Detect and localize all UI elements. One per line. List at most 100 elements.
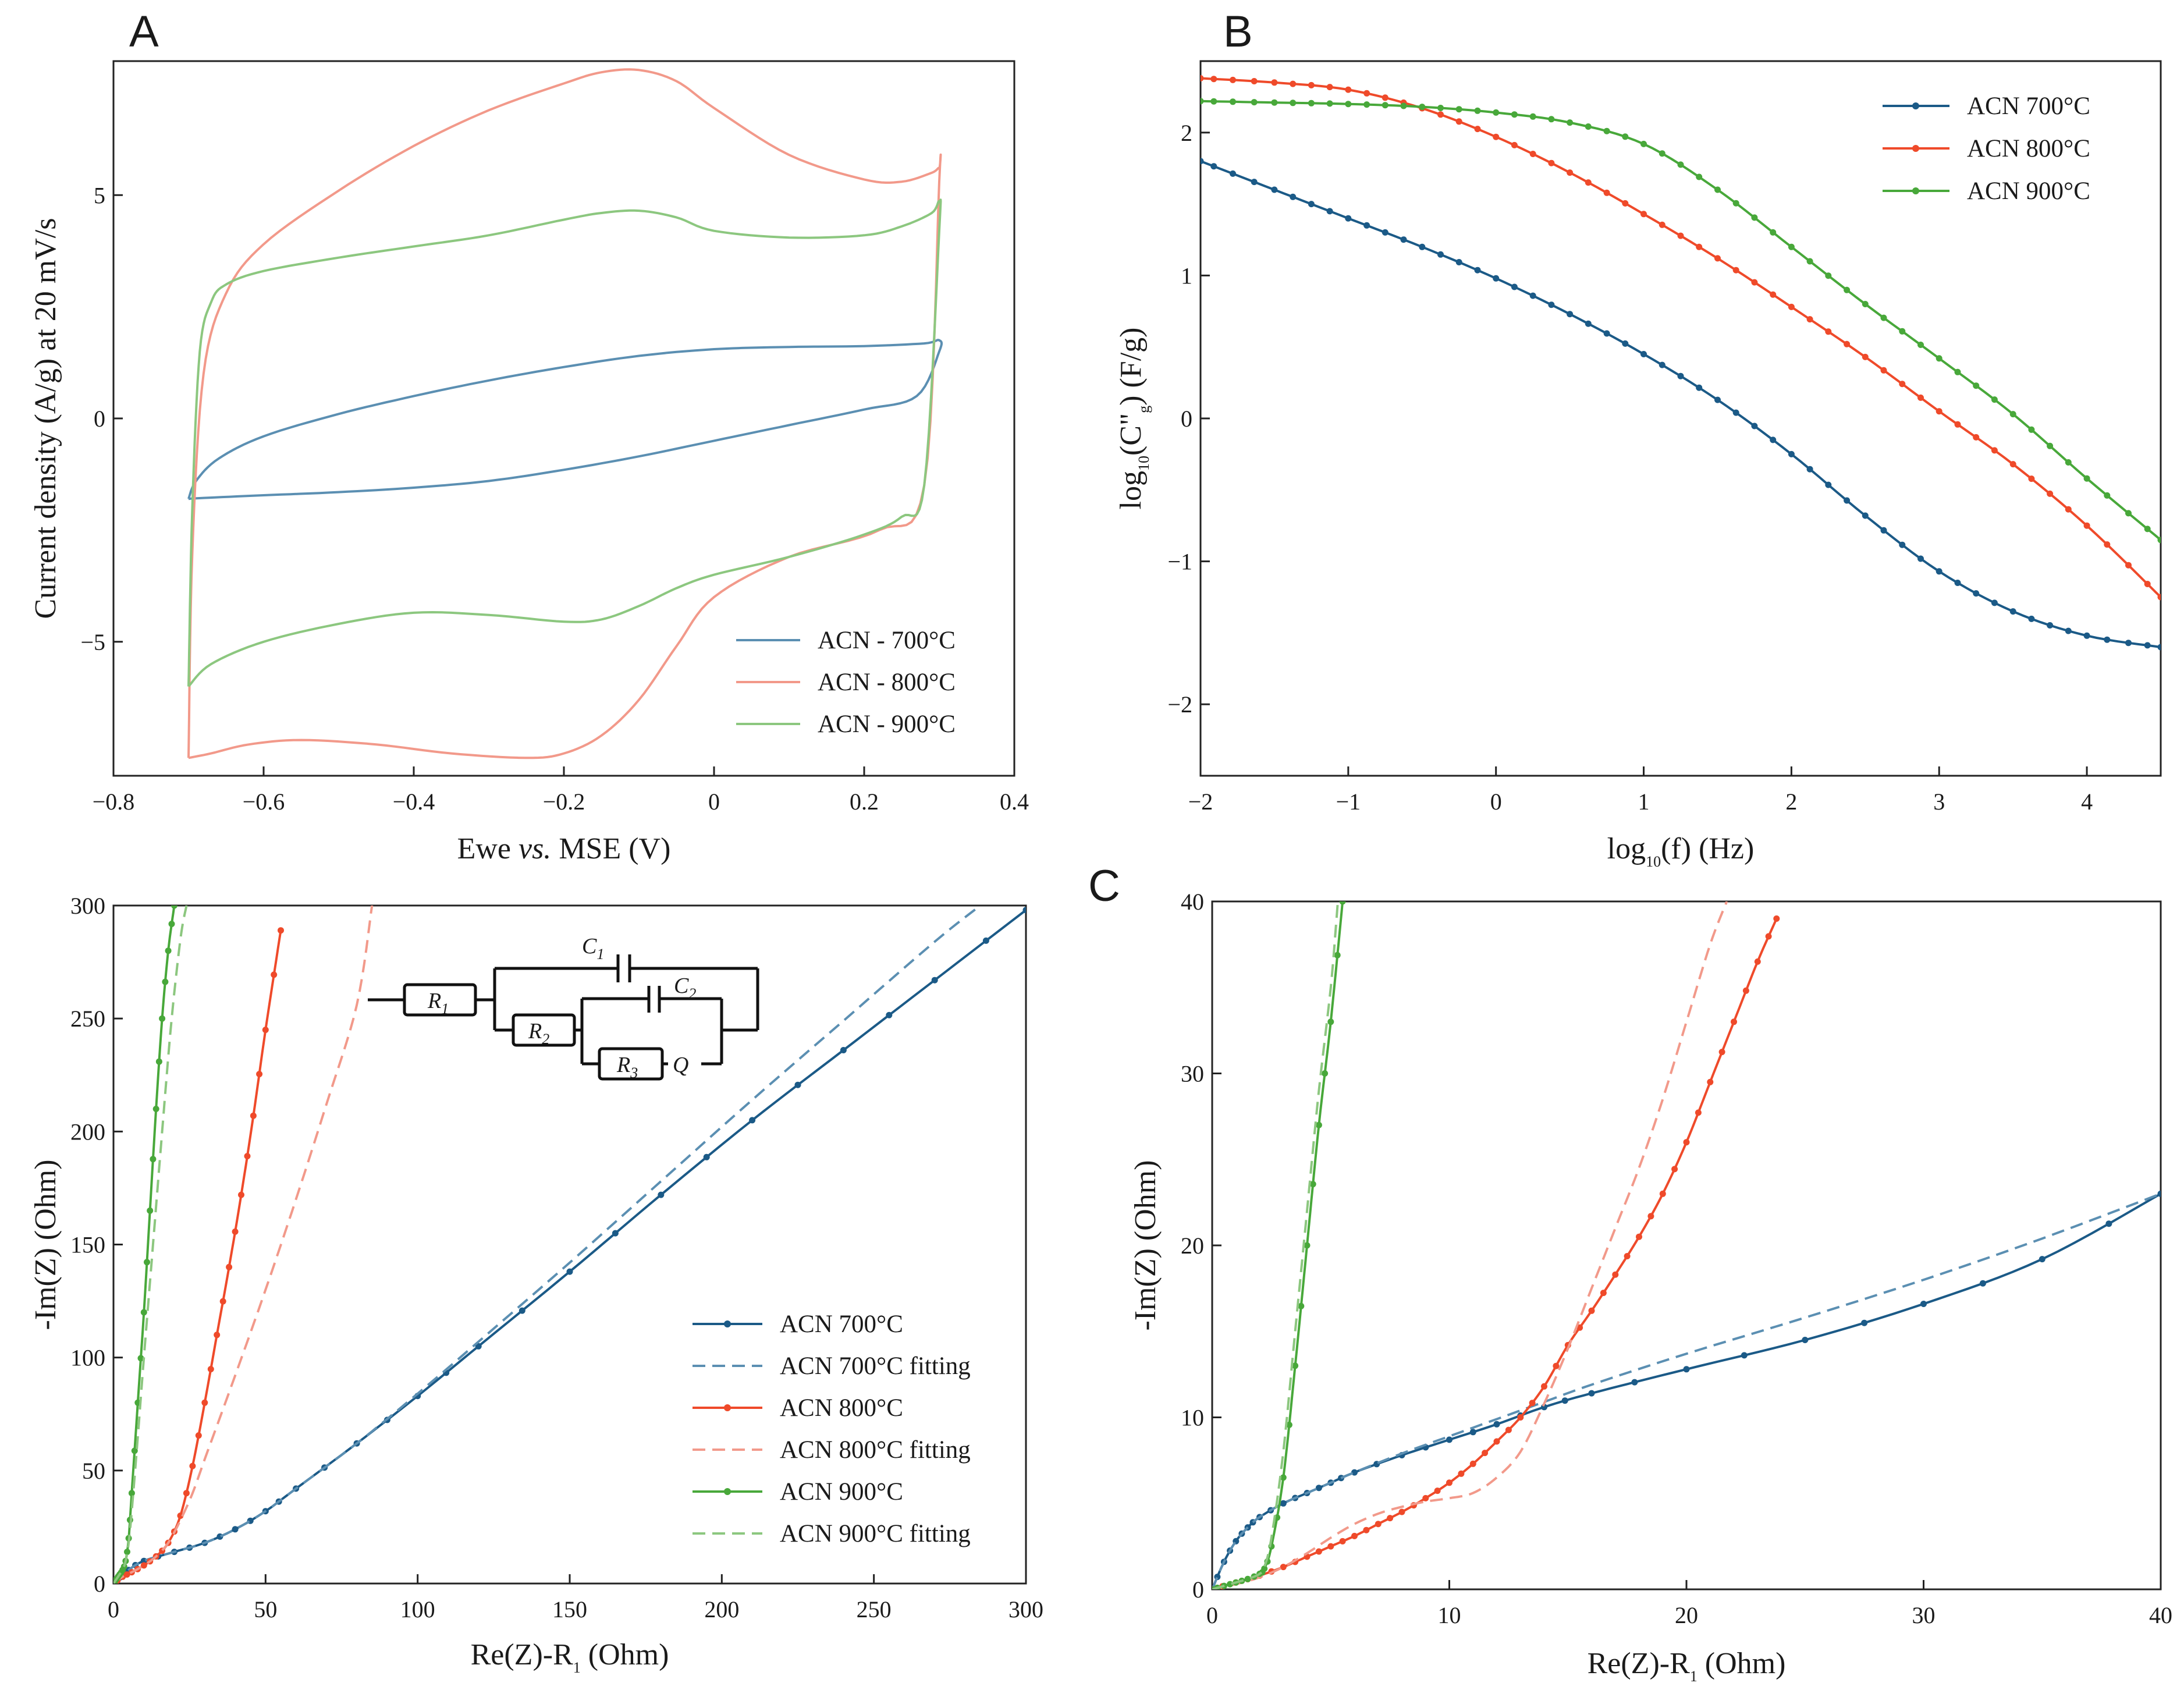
legend-a: ACN - 700°C ACN - 800°C ACN - 900°C	[736, 627, 956, 738]
data-point-d-2-13	[183, 1490, 190, 1497]
x-tick-label-a: −0.4	[393, 789, 435, 815]
data-point-b-2-23	[1622, 133, 1629, 140]
data-point-b-0-21	[1585, 320, 1592, 327]
data-point-b-2-10	[1382, 102, 1388, 109]
x-tick-label-b: −1	[1336, 789, 1361, 815]
data-point-b-0-16	[1493, 275, 1500, 282]
x-tick-label-c: 20	[1675, 1602, 1698, 1628]
data-point-d-4-17	[144, 1259, 150, 1266]
data-point-b-2-33	[1806, 258, 1813, 265]
data-point-c-2-11	[1339, 1538, 1346, 1545]
series-line-d-2	[113, 930, 282, 1584]
data-point-b-1-39	[1917, 394, 1924, 401]
data-point-b-2-1	[1210, 98, 1217, 105]
legend-a-label-1: ACN - 800°C	[818, 669, 956, 696]
data-point-b-2-52	[2157, 537, 2161, 544]
data-point-c-2-33	[1600, 1290, 1607, 1297]
data-point-b-2-2	[1230, 98, 1236, 105]
data-point-c-4-22	[1327, 1018, 1334, 1025]
data-point-b-2-9	[1363, 101, 1370, 108]
data-point-b-0-0	[1201, 158, 1204, 165]
circuit-label-r1: R1	[427, 989, 449, 1017]
legend-d-label-3: ACN 800°C fitting	[780, 1436, 971, 1464]
data-point-c-0-35	[2105, 1220, 2112, 1227]
series-line-d-5	[113, 906, 188, 1584]
data-point-c-2-40	[1683, 1139, 1690, 1146]
data-point-d-4-21	[155, 1058, 162, 1065]
data-point-d-0-21	[519, 1307, 525, 1314]
data-point-b-0-49	[2104, 636, 2111, 643]
data-point-b-2-30	[1751, 214, 1758, 221]
data-point-c-2-21	[1458, 1470, 1465, 1477]
data-point-b-2-46	[2047, 442, 2054, 449]
data-point-c-0-31	[1861, 1319, 1868, 1326]
data-point-c-2-47	[1765, 933, 1772, 940]
data-point-b-1-1	[1210, 76, 1217, 83]
legend-a-label-2: ACN - 900°C	[818, 711, 956, 738]
data-point-c-0-25	[1561, 1397, 1568, 1404]
data-point-b-0-2	[1230, 170, 1236, 177]
y-tick-label-d: 100	[70, 1345, 105, 1371]
data-point-c-0-36	[2157, 1190, 2161, 1197]
data-point-b-0-52	[2157, 644, 2161, 651]
y-tick-label-b: 2	[1181, 120, 1192, 146]
data-point-b-0-15	[1474, 267, 1481, 274]
panel-letter-c: C	[1088, 861, 1120, 911]
data-point-c-2-6	[1280, 1564, 1287, 1571]
data-point-b-2-12	[1419, 104, 1426, 111]
panel-c-nyquist-zoom-chart: C 0 10 20 30 40 0 10 20 30 40 Re(Z)-R1 (Ohm) -Im(…	[1088, 861, 2172, 1685]
data-point-d-2-22	[238, 1191, 244, 1198]
y-tick-label-c: 30	[1181, 1061, 1204, 1087]
data-point-b-0-42	[1973, 590, 1980, 597]
data-point-b-2-37	[1880, 314, 1887, 321]
data-point-c-4-6	[1244, 1575, 1251, 1582]
data-point-d-2-18	[214, 1332, 221, 1339]
y-axis-label-c: -Im(Z) (Ohm)	[1129, 1160, 1162, 1330]
legend-d-label-2: ACN 800°C	[780, 1394, 903, 1422]
data-point-b-0-4	[1271, 186, 1278, 193]
data-point-b-0-24	[1640, 351, 1647, 357]
data-point-b-1-7	[1326, 84, 1333, 91]
data-point-b-0-44	[2009, 608, 2016, 615]
y-tick-label-b: −1	[1167, 549, 1192, 575]
data-point-c-2-25	[1505, 1426, 1512, 1433]
data-point-b-2-49	[2104, 492, 2111, 499]
data-point-b-0-19	[1548, 301, 1555, 308]
data-point-d-2-24	[250, 1112, 257, 1119]
legend-b-marker-2	[1912, 187, 1919, 194]
data-point-d-0-22	[566, 1268, 573, 1275]
data-point-d-0-28	[840, 1047, 847, 1053]
data-point-d-0-23	[612, 1230, 619, 1237]
data-point-b-2-24	[1640, 140, 1647, 147]
data-point-b-0-39	[1917, 555, 1924, 562]
y-tick-label-b: 1	[1181, 262, 1192, 289]
data-point-b-0-28	[1714, 396, 1721, 403]
data-point-c-2-9	[1315, 1548, 1322, 1555]
legend-b-marker-1	[1912, 145, 1919, 152]
plot-frame-c	[1211, 900, 2162, 1591]
y-tick-label-a: −5	[80, 629, 105, 655]
data-point-b-2-43	[1991, 396, 1998, 403]
legend-d-marker-0	[724, 1320, 731, 1327]
data-point-c-2-23	[1482, 1450, 1489, 1457]
data-point-b-0-50	[2125, 640, 2132, 647]
legend-d-marker-4	[724, 1488, 731, 1495]
data-point-c-4-10	[1261, 1565, 1268, 1572]
series-line-c-0	[1212, 1192, 2161, 1589]
data-point-b-0-45	[2028, 615, 2035, 622]
data-point-d-2-15	[195, 1432, 202, 1439]
equivalent-circuit-diagram	[368, 954, 759, 1081]
circuit-label-c2: C2	[674, 974, 696, 1002]
ticks-a: −0.8 −0.6 −0.4 −0.2 0 0.2 0.4 −5 0 5	[80, 182, 1029, 815]
data-point-b-2-22	[1603, 127, 1610, 134]
data-point-b-1-29	[1732, 267, 1739, 274]
data-point-c-0-13	[1315, 1485, 1322, 1492]
data-point-c-2-32	[1588, 1307, 1595, 1314]
data-point-b-2-34	[1825, 272, 1832, 279]
x-tick-label-d: 200	[704, 1596, 739, 1623]
x-tick-label-a: −0.6	[243, 789, 285, 815]
data-point-b-2-26	[1677, 161, 1684, 168]
data-point-b-2-5	[1290, 100, 1297, 106]
ticks-d: 0 50 100 150 200 250 300 0 50 100 150 200 250 300	[70, 893, 1043, 1623]
x-tick-label-a: 0.4	[1000, 789, 1029, 815]
